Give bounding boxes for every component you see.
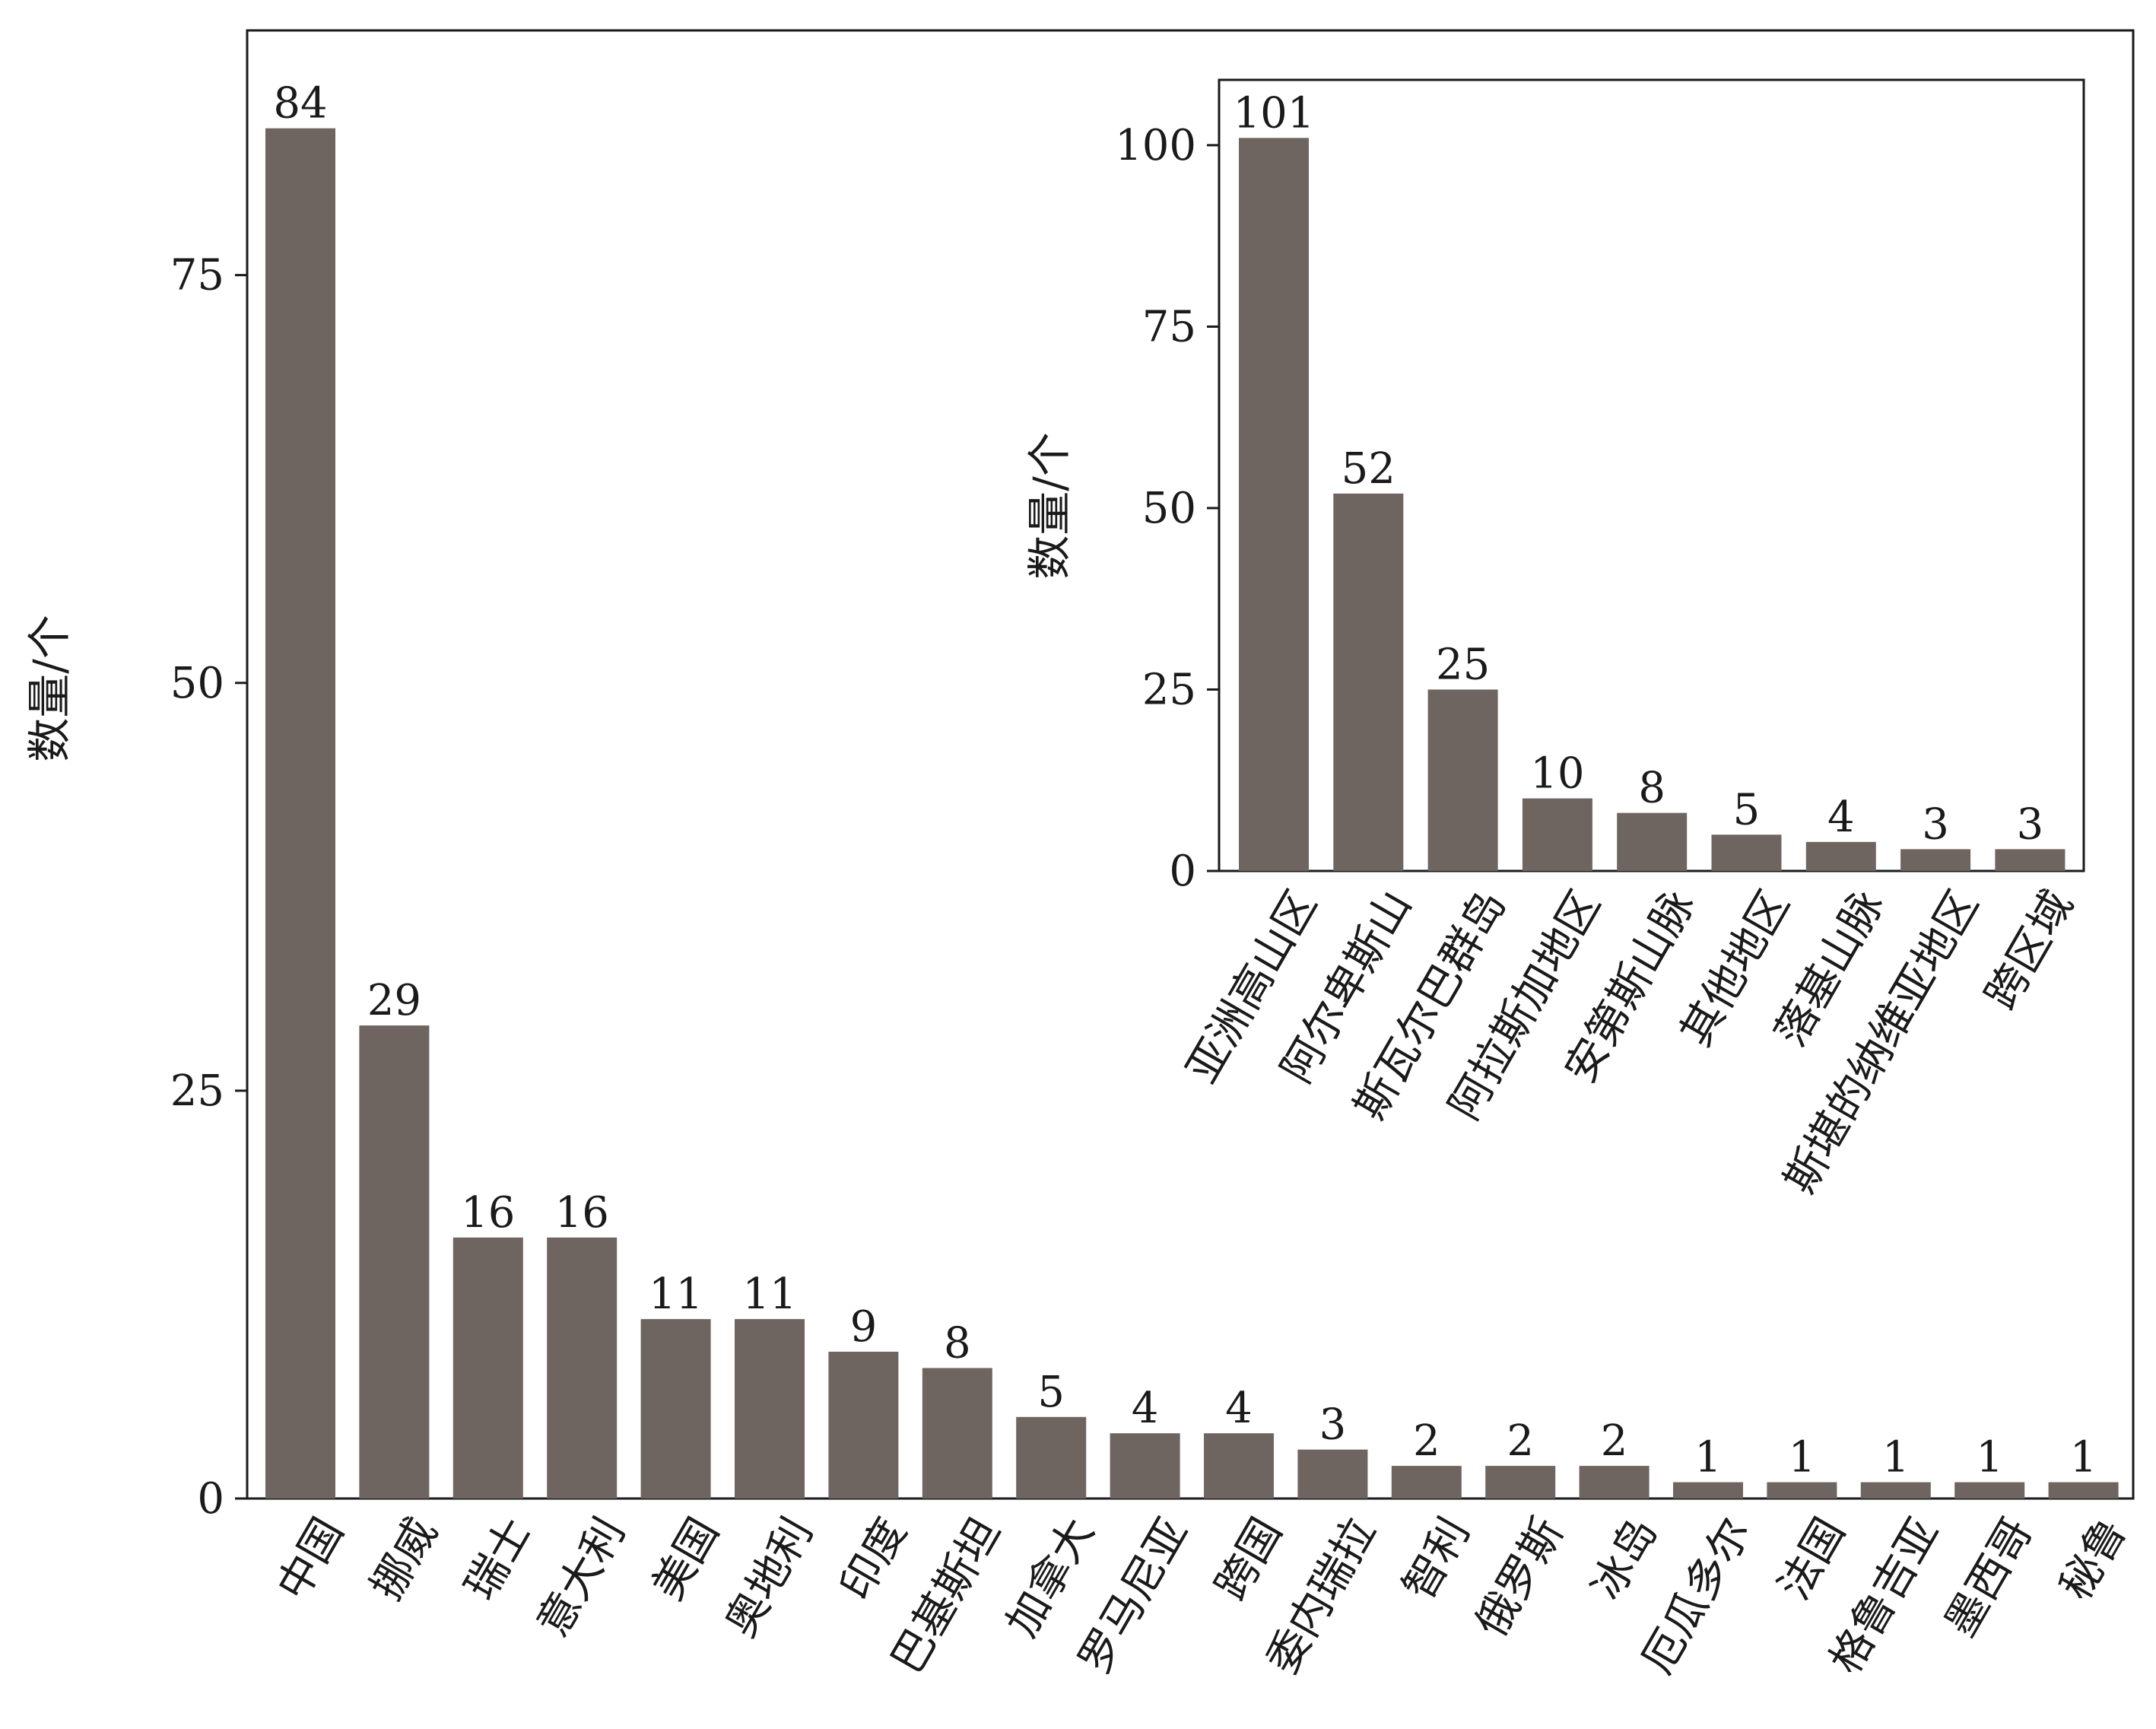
main-bar <box>828 1352 899 1499</box>
main-x-tick-label: 印度 <box>831 1510 916 1608</box>
inset-bar-value-label: 4 <box>1827 793 1855 842</box>
main-bar <box>1579 1466 1650 1499</box>
main-bar <box>1673 1482 1743 1499</box>
main-bar <box>452 1237 523 1499</box>
main-bar-value-label: 29 <box>367 976 421 1025</box>
main-bar <box>735 1319 805 1499</box>
main-bar <box>1110 1433 1180 1499</box>
inset-bar-value-label: 25 <box>1436 640 1490 689</box>
inset-bar <box>1711 834 1782 871</box>
inset-y-tick-label: 0 <box>1169 847 1196 896</box>
inset-bar-value-label: 8 <box>1638 764 1665 813</box>
inset-bar <box>1995 849 2066 871</box>
main-bar <box>1204 1433 1274 1499</box>
main-bar-value-label: 1 <box>1789 1433 1816 1483</box>
main-x-tick-label: 法国 <box>1770 1510 1855 1608</box>
main-y-tick-label: 50 <box>170 659 224 708</box>
main-bar-value-label: 2 <box>1413 1416 1440 1466</box>
main-bar <box>265 128 335 1499</box>
main-bar-value-label: 5 <box>1037 1368 1065 1417</box>
inset-bar <box>1805 841 1876 871</box>
inset-chart: 0255075100数量/个101亚洲高山区52阿尔卑斯山25斯瓦尔巴群岛10阿… <box>1024 78 2085 1202</box>
main-bar <box>1954 1482 2025 1499</box>
main-bar-value-label: 9 <box>850 1302 878 1352</box>
inset-bar <box>1333 493 1404 871</box>
main-bar-value-label: 8 <box>944 1318 971 1368</box>
inset-bar-value-label: 101 <box>1234 88 1315 138</box>
main-bar-value-label: 2 <box>1601 1416 1628 1466</box>
inset-bar <box>1239 138 1309 872</box>
main-bar-value-label: 3 <box>1319 1400 1347 1450</box>
inset-bar <box>1900 849 1971 871</box>
inset-bar-value-label: 10 <box>1530 749 1584 799</box>
main-bar <box>922 1368 992 1499</box>
inset-bar <box>1617 812 1688 871</box>
main-bar-value-label: 1 <box>1882 1433 1910 1483</box>
main-x-tick-label: 意大利 <box>528 1510 634 1645</box>
main-bar-value-label: 11 <box>649 1270 703 1319</box>
main-x-tick-label: 跨国 <box>1206 1510 1291 1608</box>
main-bar <box>1016 1416 1087 1499</box>
main-bar-value-label: 84 <box>273 79 327 129</box>
main-bar-value-label: 16 <box>555 1188 609 1238</box>
main-y-tick-label: 75 <box>170 251 224 300</box>
main-bar <box>2048 1482 2119 1499</box>
inset-y-tick-label: 25 <box>1142 665 1196 714</box>
main-bar-value-label: 16 <box>461 1188 515 1238</box>
main-plot-frame <box>246 29 2135 1500</box>
main-y-tick-label: 25 <box>170 1066 224 1116</box>
main-x-tick-label: 冰岛 <box>1582 1510 1667 1608</box>
inset-y-tick-label: 100 <box>1115 121 1196 170</box>
main-bar <box>1485 1466 1556 1499</box>
main-x-tick-label: 秘鲁 <box>2051 1510 2136 1608</box>
main-x-tick-label: 奥地利 <box>716 1510 822 1645</box>
inset-bar <box>1427 689 1498 871</box>
main-y-axis-title: 数量/个 <box>24 615 75 762</box>
main-bar-value-label: 11 <box>742 1270 796 1319</box>
inset-y-axis-title: 数量/个 <box>1024 432 1075 580</box>
main-x-tick-label: 中国 <box>268 1510 353 1608</box>
main-bar-value-label: 1 <box>1976 1433 2003 1483</box>
main-bar <box>1297 1449 1368 1499</box>
main-bar-value-label: 1 <box>2070 1433 2097 1483</box>
main-bar <box>547 1237 618 1499</box>
main-x-tick-label: 挪威 <box>362 1510 447 1608</box>
main-bar-value-label: 4 <box>1225 1384 1253 1433</box>
inset-bar-value-label: 3 <box>2017 799 2044 849</box>
main-x-tick-label: 智利 <box>1394 1510 1479 1608</box>
inset-bar-value-label: 5 <box>1733 785 1761 834</box>
inset-y-tick-label: 50 <box>1142 484 1196 533</box>
main-bar <box>1860 1482 1931 1499</box>
main-x-tick-label: 俄罗斯 <box>1466 1510 1573 1645</box>
main-bar <box>1767 1482 1837 1499</box>
main-x-tick-label: 美国 <box>643 1510 729 1608</box>
main-bar-value-label: 1 <box>1694 1433 1722 1483</box>
main-x-tick-label: 瑞士 <box>456 1510 541 1608</box>
main-x-tick-label: 墨西哥 <box>1935 1510 2042 1645</box>
main-bar-value-label: 2 <box>1507 1416 1534 1466</box>
main-y-tick-label: 0 <box>197 1474 224 1524</box>
inset-bar-value-label: 52 <box>1342 444 1396 494</box>
inset-y-tick-label: 75 <box>1142 302 1196 351</box>
main-bar-value-label: 4 <box>1132 1384 1159 1433</box>
inset-bar-value-label: 3 <box>1922 799 1949 849</box>
inset-bar <box>1522 798 1592 871</box>
main-bar <box>359 1025 430 1499</box>
inset-x-tick-label: 跨区域 <box>1977 882 2083 1018</box>
main-bar <box>640 1319 711 1499</box>
main-bar <box>1391 1466 1462 1499</box>
